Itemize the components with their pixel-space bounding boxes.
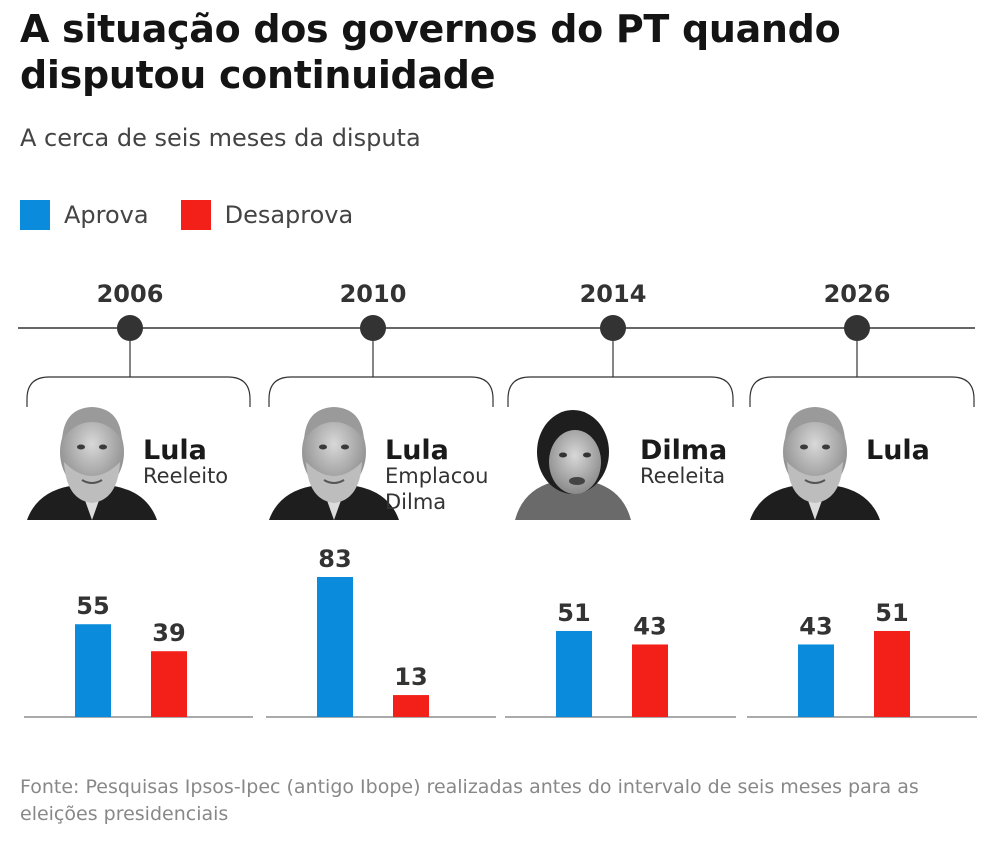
- bar-approve-label: 43: [799, 612, 832, 640]
- legend-label-approve: Aprova: [64, 201, 149, 229]
- bar-approve: [798, 644, 834, 717]
- year-label: 2014: [580, 280, 647, 308]
- legend: Aprova Desaprova: [20, 200, 385, 230]
- person-name: Lula: [143, 435, 207, 466]
- bar-disapprove-label: 39: [152, 619, 185, 647]
- person-description: Reeleito: [143, 464, 228, 488]
- group-2026: 2026 Lula 43 51: [747, 280, 977, 718]
- bar-approve: [556, 630, 592, 717]
- portrait-icon: [269, 407, 399, 520]
- portrait-icon: [515, 410, 631, 520]
- timeline-node: [844, 315, 870, 341]
- portrait-icon: [27, 407, 157, 520]
- group-bracket: [507, 376, 734, 407]
- timeline-node: [360, 315, 386, 341]
- bar-approve-label: 83: [318, 545, 351, 573]
- person-description: Reeleita: [640, 464, 725, 488]
- bar-disapprove-label: 13: [394, 663, 427, 691]
- person-description: Dilma: [385, 490, 446, 514]
- chart-title: A situação dos governos do PT quando dis…: [20, 7, 841, 97]
- legend-label-disapprove: Desaprova: [224, 201, 354, 229]
- bar-disapprove: [151, 651, 187, 717]
- bar-disapprove: [874, 630, 910, 717]
- legend-item-disapprove: Desaprova: [180, 200, 354, 230]
- group-bracket: [26, 376, 251, 407]
- legend-swatch-disapprove: [180, 200, 211, 230]
- source-note: Fonte: Pesquisas Ipsos-Ipec (antigo Ibop…: [20, 776, 919, 825]
- bar-disapprove-label: 51: [875, 599, 908, 627]
- bar-disapprove: [632, 644, 668, 717]
- person-name: Lula: [385, 435, 449, 466]
- timeline-node: [600, 315, 626, 341]
- chart-subtitle: A cerca de seis meses da disputa: [20, 124, 421, 152]
- bar-approve: [317, 577, 353, 717]
- bar-approve-label: 51: [557, 599, 590, 627]
- bar-disapprove: [393, 695, 429, 717]
- person-name: Dilma: [640, 435, 727, 466]
- person-description: Emplacou: [385, 464, 488, 488]
- group-bracket: [268, 376, 494, 407]
- year-label: 2026: [824, 280, 891, 308]
- timeline-node: [117, 315, 143, 341]
- legend-item-approve: Aprova: [20, 200, 149, 230]
- portrait-icon: [750, 407, 880, 520]
- legend-swatch-approve: [20, 200, 50, 230]
- bar-approve-label: 55: [76, 592, 109, 620]
- person-name: Lula: [866, 435, 930, 466]
- bar-approve: [75, 624, 111, 717]
- group-bracket: [749, 376, 975, 407]
- year-label: 2006: [97, 280, 164, 308]
- bar-disapprove-label: 43: [633, 612, 666, 640]
- year-label: 2010: [340, 280, 407, 308]
